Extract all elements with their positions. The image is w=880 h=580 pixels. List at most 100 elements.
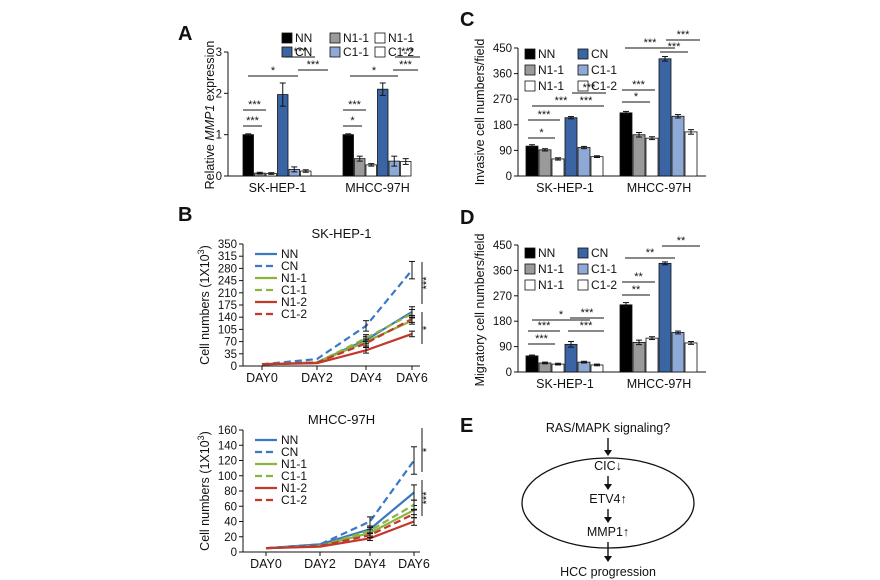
significance-label: * (559, 309, 564, 321)
legend-label: N1-1 (538, 63, 564, 77)
panel-d-legend: NN CN N1-1 C1-1 N1-1 C1-2 (524, 246, 617, 292)
y-tick-label: 120 (218, 456, 237, 468)
significance-label: ** (634, 271, 643, 283)
panel-e: E RAS/MAPK signaling? CIC↓ ETV4↑ MMP1↑ H… (460, 415, 695, 579)
bar (577, 147, 591, 177)
panel-d-ylabel: Migratory cell numbers/field (473, 234, 487, 387)
x-tick-label: DAY2 (301, 371, 333, 385)
legend-label: NN (281, 247, 298, 261)
category-label: SK-HEP-1 (536, 377, 594, 391)
y-tick-label: 0 (506, 171, 512, 183)
legend-label: CN (591, 47, 608, 61)
significance-label: *** (535, 333, 549, 345)
bar (551, 158, 565, 177)
series-line (265, 512, 415, 550)
y-tick-label: 180 (493, 120, 512, 132)
bar (671, 115, 685, 177)
y-tick-label: 270 (493, 94, 512, 106)
y-axis-label-close: ) (198, 431, 212, 435)
y-axis-label-text: Cell numbers (1X10 (198, 440, 212, 551)
legend-label: N1-1 (281, 457, 307, 471)
y-tick-label: 40 (224, 517, 237, 529)
legend-label: N1-1 (388, 31, 414, 45)
y-tick-label: 100 (218, 471, 237, 483)
x-tick-label: DAY4 (354, 557, 386, 571)
legend-label: NN (281, 433, 298, 447)
significance-label: * (539, 127, 544, 139)
legend-label: C1-2 (388, 45, 414, 59)
panel-a: A 0 1 2 3 SK-HEP-1 MHCC-97H NN N1-1 N1-1 CN C1-1 C… (178, 23, 420, 195)
legend-label: CN (591, 246, 608, 260)
panel-d-bars (525, 261, 698, 373)
y-axis-label-text: Cell numbers (1X10 (198, 254, 212, 365)
y-tick-label: 70 (224, 337, 237, 349)
bar (684, 342, 698, 373)
legend-label: C1-1 (343, 45, 369, 59)
legend-label: CN (281, 259, 298, 273)
significance-label: * (634, 91, 639, 103)
panel-c-significance: ******* ************* ****** (528, 29, 700, 139)
legend-swatch (577, 247, 589, 259)
panel-d-label: D (460, 207, 474, 229)
panel-a-ylabel: Relative MMP1 expression (203, 41, 217, 190)
significance-label: *** (580, 95, 594, 107)
significance-label: *** (555, 95, 569, 107)
y-tick-label: 3 (216, 47, 222, 59)
y-tick-label: 0 (506, 367, 512, 379)
y-tick-label: 105 (218, 324, 237, 336)
legend-label: C1-1 (281, 469, 307, 483)
y-axis-label: Cell numbers (1X103) (196, 245, 212, 365)
category-label: MHCC-97H (627, 181, 692, 195)
y-tick-label: 160 (218, 425, 237, 437)
legend-label: NN (295, 31, 312, 45)
y-tick-label: 350 (218, 239, 237, 251)
legend-swatch (577, 263, 589, 275)
bar (658, 262, 672, 373)
legend-label: N1-1 (538, 278, 564, 292)
legend-label: CN (281, 445, 298, 459)
chart-title: MHCC-97H (308, 412, 375, 427)
bar (342, 134, 354, 177)
significance-label: *** (632, 79, 646, 91)
legend-swatch (524, 263, 536, 275)
y-tick-label: 2 (216, 88, 222, 100)
panel-c-label: C (460, 9, 474, 31)
legend-label: C1-2 (281, 307, 307, 321)
node-mmp1: MMP1↑ (587, 525, 629, 539)
bar (577, 361, 591, 373)
bar (564, 343, 578, 373)
legend-label: NN (538, 47, 555, 61)
legend-swatch (524, 48, 536, 60)
arrowhead-cic-etv4 (604, 484, 612, 490)
y-axis-label-close: ) (198, 245, 212, 249)
panel-d: D 0 90 180 270 360 450 SK-HEP-1 MHCC-97H NN CN N1… (460, 207, 706, 391)
significance-label: *** (581, 307, 595, 319)
legend-label: N1-1 (538, 79, 564, 93)
y-tick-label: 20 (224, 532, 237, 544)
category-label: MHCC-97H (345, 181, 410, 195)
legend-label: C1-2 (281, 493, 307, 507)
legend-swatch (524, 64, 536, 76)
node-etv4: ETV4↑ (589, 492, 627, 506)
node-cic: CIC↓ (594, 459, 622, 473)
panel-c-bars (525, 56, 698, 177)
panel-b: B SK-HEP-103570105140175210245280315350D… (178, 204, 433, 571)
y-tick-label: 0 (231, 361, 237, 373)
panel-a-significance: ****************** ****** (243, 46, 420, 127)
y-axis-label-sup: 3 (196, 435, 206, 440)
bar (242, 134, 254, 177)
legend-swatch (577, 48, 589, 60)
y-tick-label: 180 (493, 316, 512, 328)
significance-label: *** (421, 491, 433, 505)
bar (619, 112, 633, 177)
y-tick-label: 35 (224, 349, 237, 361)
arrowhead-mmp1-hcc (604, 556, 612, 562)
y-tick-label: 1 (216, 130, 222, 142)
significance-label: *** (580, 320, 594, 332)
y-tick-label: 80 (224, 486, 237, 498)
y-tick-label: 450 (493, 43, 512, 55)
legend-label: N1-2 (281, 481, 307, 495)
y-axis-label-sup: 3 (196, 249, 206, 254)
